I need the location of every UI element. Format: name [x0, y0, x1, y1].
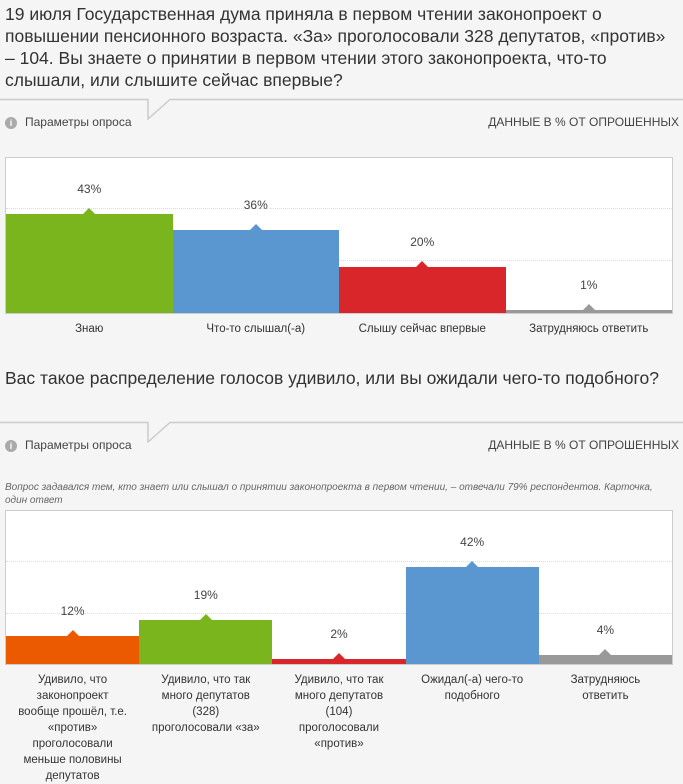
category-label: Затрудняюсь ответить: [529, 323, 649, 335]
bar-marker: [83, 208, 96, 215]
data-label: 42%: [460, 535, 485, 550]
chart-1: 43% Знаю 36% Что-то слышал(-а) 20% Слышу сейч…: [5, 157, 673, 335]
category-label: Что-то слышал(-а): [206, 323, 306, 335]
category-label: Знаю: [75, 323, 104, 335]
bar: [538, 648, 672, 664]
gridline: [6, 561, 672, 562]
info-icon[interactable]: i: [5, 440, 17, 452]
survey-params-1: i Параметры опроса ДАННЫЕ В % ОТ ОПРОШЕН…: [0, 96, 683, 136]
category-label: Затрудняюсь ответить: [570, 674, 641, 702]
bar-marker: [199, 614, 212, 621]
data-label: 19%: [193, 588, 218, 603]
category-label: Удивило, что законопроект вообще прошёл,…: [18, 674, 127, 782]
bar-marker: [416, 261, 429, 267]
bar-marker: [599, 648, 612, 655]
bar-marker: [466, 561, 479, 568]
bar: [139, 614, 273, 664]
bar-marker: [332, 653, 345, 660]
data-label: 12%: [60, 604, 85, 619]
data-label: 43%: [77, 182, 102, 197]
bar: [405, 561, 539, 664]
gridline: [6, 208, 672, 209]
data-label: 1%: [580, 278, 598, 292]
data-label: 4%: [596, 622, 615, 637]
bar-marker: [249, 224, 262, 231]
data-unit-label: ДАННЫЕ В % ОТ ОПРОШЕННЫХ: [488, 438, 679, 452]
question-note: Вопрос задавался тем, кто знает или слыш…: [5, 482, 653, 506]
category-label: Удивило, что так много депутатов (328) п…: [151, 674, 260, 734]
bar: [172, 224, 339, 313]
bar: [272, 653, 406, 664]
bar-marker: [582, 304, 595, 310]
survey-params-link[interactable]: Параметры опроса: [25, 438, 132, 452]
question-2: Вас такое распределение голосов удивило,…: [5, 368, 659, 388]
gridline: [6, 260, 672, 261]
category-label: Слышу сейчас впервые: [358, 323, 486, 335]
data-label: 36%: [243, 198, 268, 213]
bar: [6, 630, 140, 664]
question-1: 19 июля Государственная дума приняла в п…: [5, 4, 666, 90]
data-label: 2%: [330, 627, 348, 642]
chart-2: 12% Удивило, что законопроект вообще прош…: [5, 510, 673, 782]
category-label: Удивило, что так много депутатов (104) п…: [294, 674, 384, 750]
gridline: [6, 613, 672, 614]
info-icon[interactable]: i: [5, 117, 17, 129]
bar: [505, 304, 672, 313]
category-label: Ожидал(-а) чего-то подобного: [421, 674, 524, 702]
data-unit-label: ДАННЫЕ В % ОТ ОПРОШЕННЫХ: [488, 115, 679, 129]
data-label: 20%: [410, 235, 435, 249]
bar-marker: [66, 630, 79, 637]
survey-params-link[interactable]: Параметры опроса: [25, 115, 132, 129]
survey-params-2: i Параметры опроса ДАННЫЕ В % ОТ ОПРОШЕН…: [0, 419, 683, 459]
bar: [6, 208, 173, 313]
bar: [339, 261, 506, 313]
